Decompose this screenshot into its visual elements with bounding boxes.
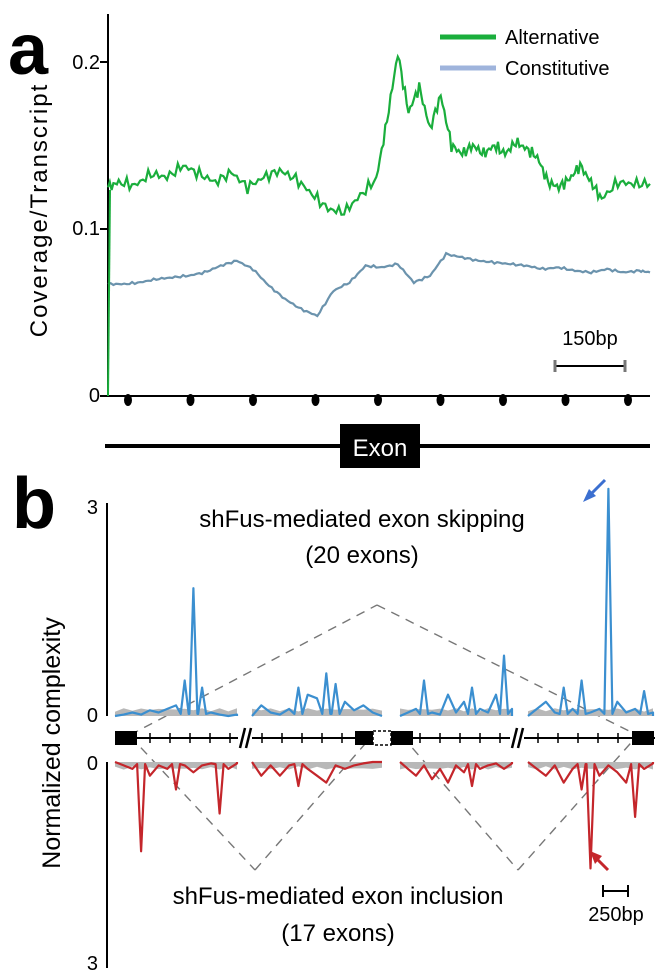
inclusion-segment-2-line bbox=[251, 760, 382, 788]
arrow-inclusion-peak bbox=[590, 851, 610, 872]
inclusion-segment-3-line bbox=[399, 761, 514, 788]
panel-a-ylabel: Coverage/Transcript bbox=[26, 83, 53, 338]
inclusion-segment-4-background-area bbox=[528, 762, 653, 770]
exon-block bbox=[632, 731, 654, 745]
ytick-label: 3 bbox=[87, 953, 98, 973]
skipping-segment-1-line bbox=[114, 587, 239, 718]
inclusion-segment-4-line bbox=[527, 761, 655, 870]
skipping-segment-2-background-area bbox=[252, 708, 382, 716]
ytick-label: 0 bbox=[89, 385, 100, 407]
panel-a-label: a bbox=[8, 10, 49, 90]
legend-label-constitutive: Constitutive bbox=[505, 58, 610, 80]
exon-block bbox=[391, 731, 413, 745]
position-marker bbox=[249, 394, 257, 406]
constitutive-line bbox=[107, 251, 651, 318]
position-marker bbox=[436, 394, 445, 406]
subtitle-inclusion: (17 exons) bbox=[281, 920, 394, 947]
ytick-label: 0.2 bbox=[72, 52, 100, 74]
legend: Alternative Constitutive bbox=[440, 27, 610, 80]
scalebar-label: 250bp bbox=[588, 904, 644, 926]
panel-b-label: b bbox=[12, 464, 56, 544]
gene-structure bbox=[115, 727, 655, 749]
title-skipping: shFus-mediated exon skipping bbox=[199, 506, 525, 533]
panel-a-scalebar: 150bp bbox=[553, 328, 627, 372]
exon-diagram: Exon bbox=[105, 424, 650, 468]
position-marker bbox=[311, 394, 320, 406]
panel-a-yticks: 0.2 0.1 0 bbox=[72, 52, 100, 407]
panel-a-position-markers bbox=[124, 394, 632, 406]
subtitle-skipping: (20 exons) bbox=[305, 542, 418, 569]
position-marker bbox=[374, 394, 382, 406]
alternative-line bbox=[106, 53, 651, 216]
exon-label: Exon bbox=[353, 435, 408, 462]
panel-b-ylabel-group: Normalized complexity bbox=[38, 617, 66, 869]
panel-b-yticks: 3 0 0 3 bbox=[87, 497, 98, 973]
title-inclusion: shFus-mediated exon inclusion bbox=[173, 883, 504, 910]
ytick-label: 0 bbox=[87, 705, 98, 727]
exon-box bbox=[340, 424, 420, 468]
exon-block bbox=[355, 731, 373, 745]
skipping-segment-3-line bbox=[399, 654, 514, 718]
panel-b-scalebar: 250bp bbox=[588, 885, 644, 926]
position-marker bbox=[499, 394, 507, 406]
position-marker bbox=[186, 394, 195, 406]
skipping-segment-4-line bbox=[527, 487, 655, 717]
exon-block-dashed bbox=[372, 730, 392, 746]
arrow-skipping-peak bbox=[583, 478, 607, 502]
panel-a-ylabel-group: Coverage/Transcript bbox=[26, 83, 53, 338]
position-marker bbox=[561, 394, 570, 406]
skipping-segment-2-line bbox=[251, 672, 383, 718]
panel-a-left-edge-rise bbox=[107, 189, 111, 397]
panel-b-series bbox=[114, 487, 655, 870]
ytick-label: 3 bbox=[87, 497, 98, 519]
position-marker bbox=[624, 394, 632, 406]
panel-b-ylabel: Normalized complexity bbox=[38, 617, 66, 869]
ytick-label: 0.1 bbox=[72, 218, 100, 240]
ytick-label: 0 bbox=[87, 753, 98, 775]
legend-label-alternative: Alternative bbox=[505, 27, 600, 49]
inclusion-segment-1-line bbox=[114, 760, 239, 853]
gene-ticks bbox=[149, 733, 619, 743]
break-marks bbox=[238, 727, 525, 749]
position-marker bbox=[124, 394, 132, 406]
scalebar-label: 150bp bbox=[562, 328, 618, 350]
exon-block bbox=[115, 731, 137, 745]
